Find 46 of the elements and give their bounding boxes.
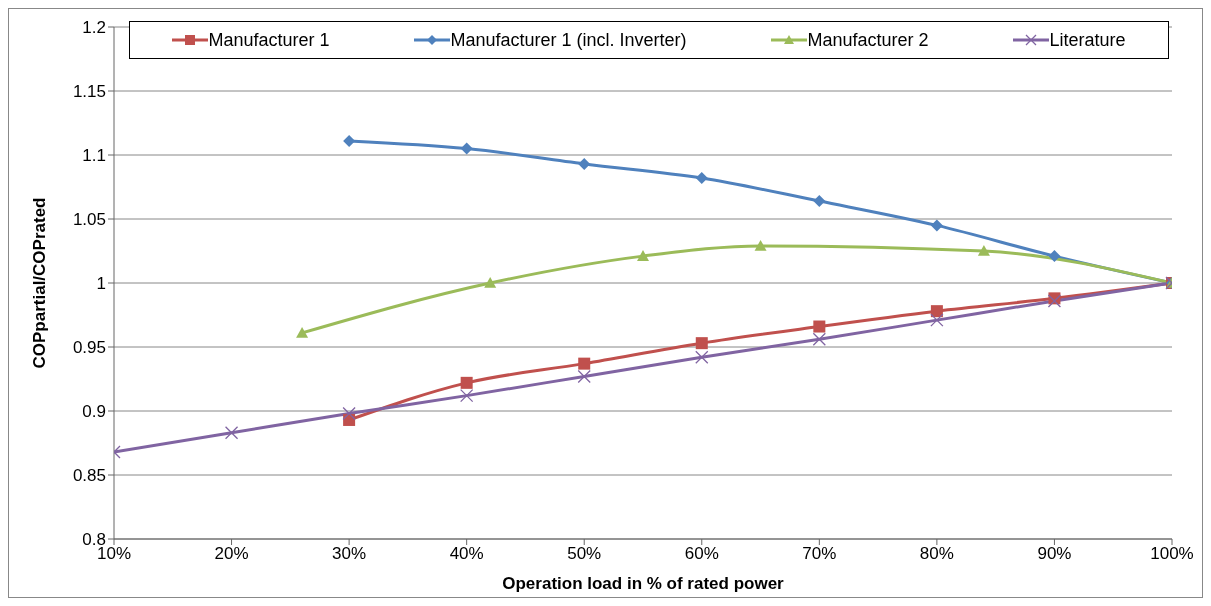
point (813, 320, 826, 333)
x-axis-title: Operation load in % of rated power (502, 574, 785, 593)
point (754, 239, 767, 251)
point (695, 350, 709, 364)
point (342, 406, 356, 421)
y-tick-label: 1.05 (72, 210, 106, 230)
point (930, 313, 944, 327)
y-tick-label: 0.95 (72, 338, 106, 358)
y-tick-label: 0.85 (72, 466, 106, 486)
point (460, 388, 474, 403)
point (578, 357, 591, 370)
point (813, 195, 826, 208)
point (460, 142, 473, 155)
point (930, 305, 943, 318)
x-tick-label: 70% (802, 544, 837, 564)
point (695, 172, 708, 185)
x-tick-label: 40% (449, 544, 484, 564)
y-tick-label: 1.1 (82, 146, 106, 166)
y-tick-label: 1 (96, 274, 106, 294)
point (224, 426, 239, 440)
point (930, 219, 943, 232)
x-tick-label: 80% (919, 544, 954, 564)
point (637, 250, 649, 261)
point (578, 157, 591, 170)
x-tick-label: 30% (332, 544, 367, 564)
legend-label: Manufacturer 2 (807, 29, 929, 51)
y-tick-label: 0.9 (82, 402, 106, 422)
y-axis-title: COPpartial/COPrated (30, 197, 50, 369)
x-tick-label: 100% (1150, 544, 1194, 564)
point (296, 326, 309, 338)
x-tick-label: 90% (1037, 544, 1072, 564)
x-tick-label: 20% (214, 544, 249, 564)
x-tick-label: 50% (567, 544, 602, 564)
x-tick-label: 60% (684, 544, 719, 564)
legend-label: Literature (1049, 29, 1126, 51)
legend-label: Manufacturer 1 (208, 29, 330, 51)
point (1048, 250, 1061, 263)
point (812, 332, 826, 346)
legend-label: Manufacturer 1 (incl. Inverter) (450, 29, 687, 51)
point (977, 245, 990, 256)
y-tick-label: 1.15 (72, 82, 106, 102)
point (484, 277, 497, 288)
point (460, 376, 473, 389)
point (577, 369, 591, 384)
point (695, 337, 708, 350)
y-tick-label: 1.2 (82, 18, 106, 38)
